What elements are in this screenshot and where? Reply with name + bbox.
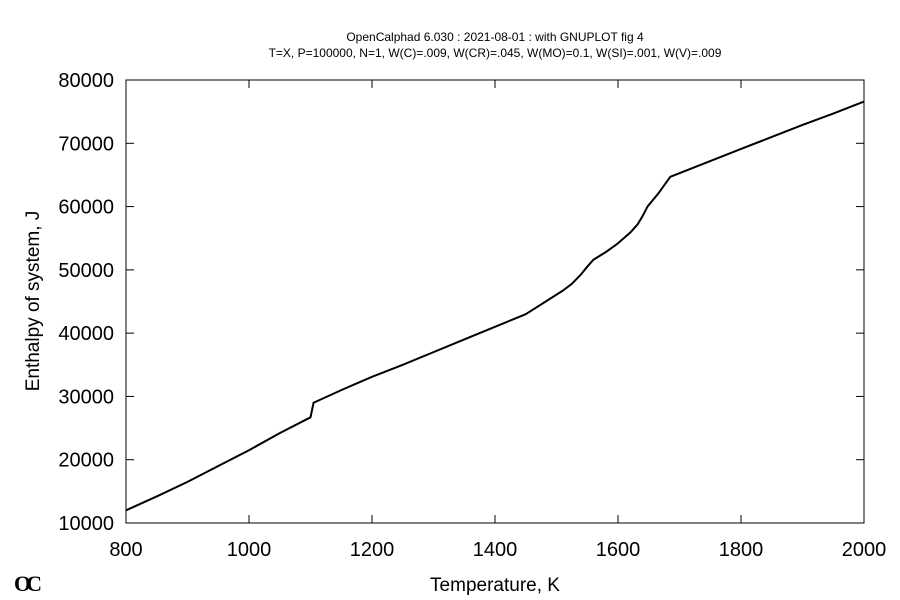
y-tick-label: 20000 <box>58 450 114 472</box>
x-tick-label: 2000 <box>842 539 887 561</box>
x-tick-label: 1400 <box>473 539 518 561</box>
y-tick-label: 80000 <box>58 70 114 92</box>
x-axis: 800 1000 1200 1400 1600 1800 2000 <box>109 80 886 561</box>
chart-title: OpenCalphad 6.030 : 2021-08-01 : with GN… <box>346 30 644 44</box>
y-axis-label: Enthalpy of system, J <box>23 211 44 392</box>
y-tick-label: 50000 <box>58 260 114 282</box>
y-tick-label: 40000 <box>58 323 114 345</box>
chart-subtitle: T=X, P=100000, N=1, W(C)=.009, W(CR)=.04… <box>269 46 722 60</box>
y-tick-label: 10000 <box>58 513 114 535</box>
y-tick-label: 70000 <box>58 133 114 155</box>
x-tick-label: 1600 <box>596 539 641 561</box>
y-tick-label: 60000 <box>58 197 114 219</box>
y-tick-label: 30000 <box>58 386 114 408</box>
opencalphad-logo: OC <box>14 571 41 596</box>
x-tick-label: 1000 <box>227 539 272 561</box>
x-tick-label: 1200 <box>350 539 395 561</box>
enthalpy-series-line <box>125 100 865 512</box>
x-axis-label: Temperature, K <box>430 575 560 596</box>
x-tick-label: 800 <box>109 539 142 561</box>
y-axis: 10000 20000 30000 40000 50000 60000 70000 80000 <box>58 70 864 535</box>
x-tick-label: 1800 <box>719 539 764 561</box>
